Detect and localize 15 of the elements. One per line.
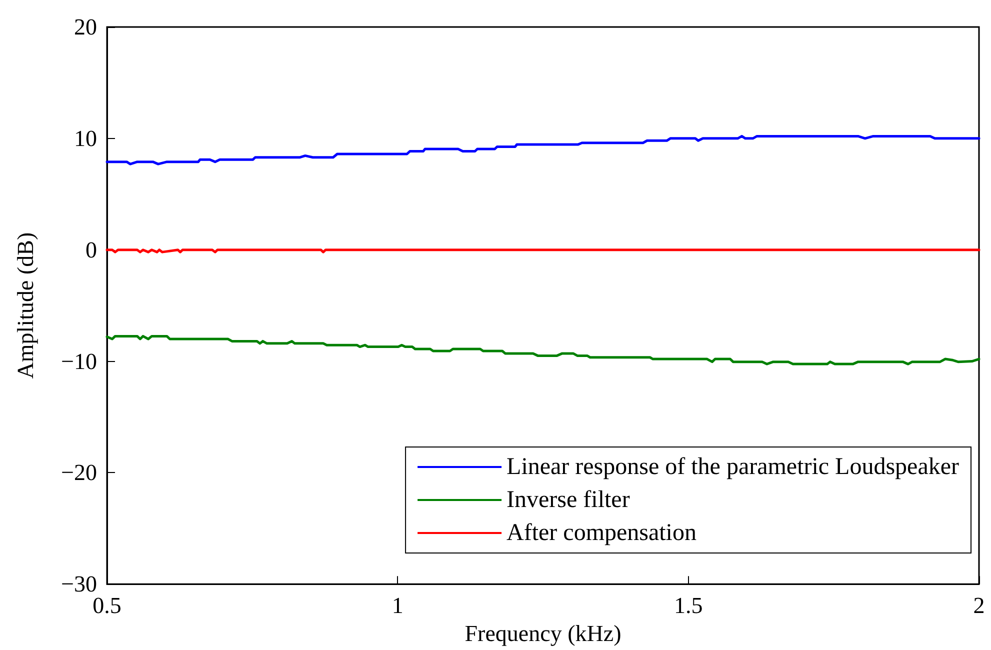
y-tick-label: 0 (86, 237, 97, 262)
legend-label: Linear response of the parametric Loudspeaker (506, 454, 960, 480)
y-tick-label: −10 (61, 348, 97, 374)
x-tick-label: 1 (392, 593, 404, 618)
y-tick-label: 10 (74, 126, 97, 151)
y-tick-label: −20 (61, 460, 97, 486)
legend-label: After compensation (506, 520, 696, 546)
legend-label: Inverse filter (506, 487, 630, 513)
line-series (106, 134, 980, 166)
x-axis-title: Frequency (kHz) (464, 621, 622, 646)
line-series (106, 334, 980, 366)
y-tick-label: 20 (74, 14, 97, 40)
y-axis-title: Amplitude (dB) (13, 232, 38, 379)
x-tick-label: 1.5 (674, 593, 703, 618)
x-tick-label: 2 (973, 593, 985, 618)
